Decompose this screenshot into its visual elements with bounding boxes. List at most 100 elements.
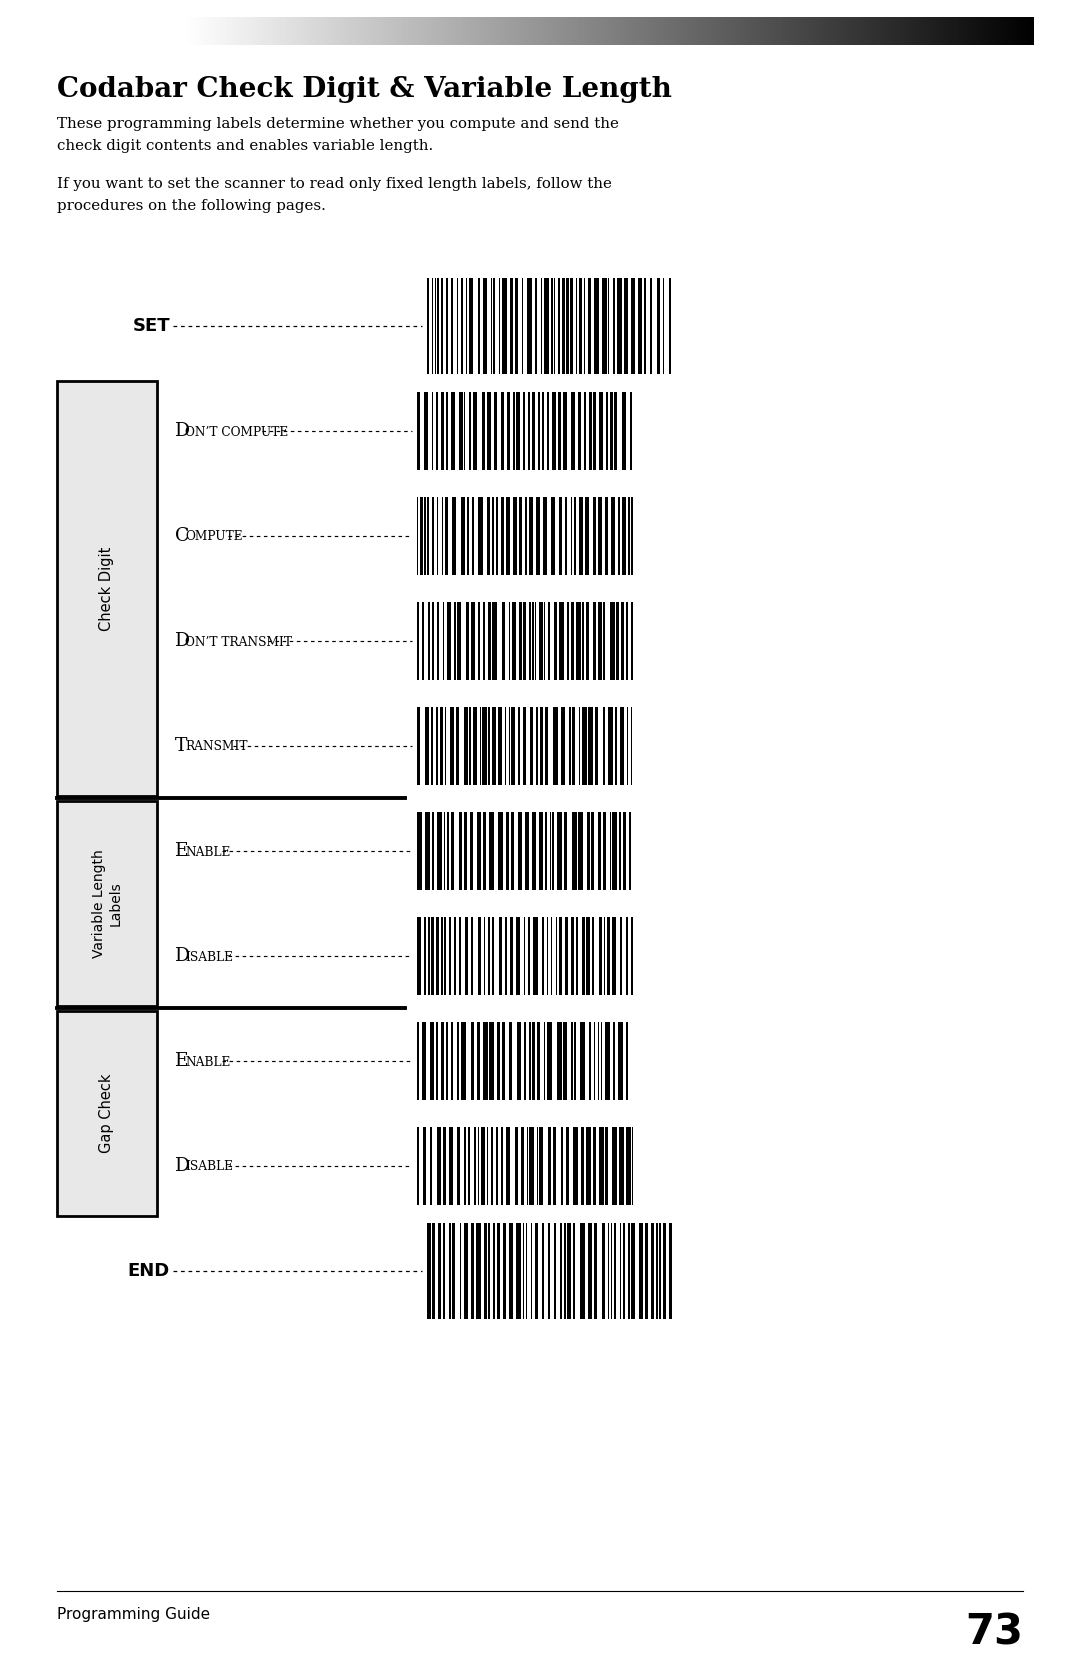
Text: E: E xyxy=(175,1051,189,1070)
Bar xyxy=(427,279,429,374)
Bar xyxy=(461,497,465,576)
Bar xyxy=(454,916,456,995)
Bar xyxy=(279,17,281,45)
Bar xyxy=(299,17,302,45)
Bar xyxy=(755,17,758,45)
Bar xyxy=(491,1127,492,1205)
Bar xyxy=(572,708,575,784)
Bar xyxy=(631,916,633,995)
Bar xyxy=(457,1021,459,1100)
Bar xyxy=(499,17,501,45)
Bar xyxy=(345,17,347,45)
Bar xyxy=(423,1127,426,1205)
Bar xyxy=(387,17,389,45)
Bar xyxy=(436,708,438,784)
Bar xyxy=(567,1223,571,1319)
Bar xyxy=(420,497,423,576)
Bar xyxy=(622,497,626,576)
Bar xyxy=(842,17,845,45)
Bar xyxy=(860,17,862,45)
Bar xyxy=(465,603,469,679)
Bar xyxy=(1031,17,1034,45)
Bar xyxy=(734,17,737,45)
Bar xyxy=(627,1223,630,1319)
Bar xyxy=(617,279,622,374)
Bar xyxy=(332,17,334,45)
Bar xyxy=(615,1223,616,1319)
Bar xyxy=(698,17,701,45)
Bar xyxy=(496,497,498,576)
Bar xyxy=(417,1021,419,1100)
Text: NABLE: NABLE xyxy=(185,846,230,858)
Bar xyxy=(259,17,261,45)
Bar xyxy=(303,17,307,45)
Bar xyxy=(416,17,419,45)
Bar xyxy=(561,17,563,45)
Bar xyxy=(724,17,726,45)
Bar xyxy=(240,17,243,45)
Bar xyxy=(490,17,492,45)
Bar xyxy=(499,916,502,995)
Bar xyxy=(577,17,580,45)
Bar xyxy=(473,708,477,784)
Bar xyxy=(821,17,824,45)
Text: C: C xyxy=(175,527,189,546)
Bar xyxy=(295,17,298,45)
Bar xyxy=(609,17,611,45)
Bar xyxy=(415,599,635,683)
Bar xyxy=(588,279,591,374)
Bar xyxy=(615,708,617,784)
Bar xyxy=(470,813,473,890)
Bar xyxy=(516,17,518,45)
Bar xyxy=(440,17,442,45)
Bar xyxy=(469,279,473,374)
Bar xyxy=(449,916,451,995)
Bar xyxy=(473,392,477,471)
Bar xyxy=(287,17,289,45)
Bar xyxy=(329,17,332,45)
Bar xyxy=(544,279,549,374)
Bar xyxy=(541,17,544,45)
Bar xyxy=(502,1021,505,1100)
Text: ON’T TRANSMIT: ON’T TRANSMIT xyxy=(185,636,292,649)
Bar xyxy=(523,708,526,784)
Bar xyxy=(573,1021,576,1100)
Bar xyxy=(511,813,514,890)
Bar xyxy=(827,17,831,45)
Bar xyxy=(968,17,970,45)
Bar xyxy=(632,17,635,45)
Bar xyxy=(424,916,426,995)
Bar xyxy=(702,17,705,45)
Bar xyxy=(999,17,1002,45)
Bar xyxy=(610,603,615,679)
Text: These programming labels determine whether you compute and send the
check digit : These programming labels determine wheth… xyxy=(57,117,619,152)
Bar xyxy=(966,17,968,45)
Bar xyxy=(660,17,662,45)
Bar xyxy=(990,17,994,45)
Bar xyxy=(599,392,603,471)
Bar xyxy=(696,17,699,45)
Bar xyxy=(248,17,252,45)
Bar xyxy=(526,17,529,45)
Bar xyxy=(832,17,834,45)
Bar xyxy=(516,1223,521,1319)
Bar xyxy=(454,603,456,679)
Bar xyxy=(840,17,842,45)
Bar xyxy=(213,17,215,45)
Bar xyxy=(666,17,669,45)
Bar xyxy=(501,497,504,576)
Bar xyxy=(814,17,818,45)
Bar xyxy=(382,17,384,45)
Bar xyxy=(483,279,487,374)
Bar xyxy=(567,17,569,45)
Bar xyxy=(478,916,481,995)
Bar xyxy=(420,17,423,45)
Bar xyxy=(717,17,719,45)
Bar xyxy=(532,17,536,45)
Bar xyxy=(603,708,605,784)
Text: ISABLE: ISABLE xyxy=(185,951,233,963)
Bar xyxy=(411,17,415,45)
Bar xyxy=(489,813,494,890)
Bar xyxy=(198,17,201,45)
Bar xyxy=(611,497,615,576)
